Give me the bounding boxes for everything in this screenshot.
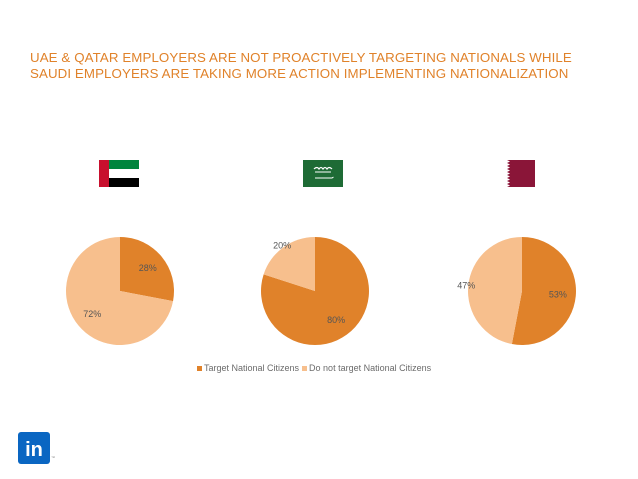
data-label: 80% [327,315,345,325]
chart-legend: Target National Citizens Do not target N… [197,361,431,375]
pie-slice-not-target [66,237,174,345]
linkedin-logo-icon: in [18,432,50,464]
data-label: 72% [83,309,101,319]
uae-flag-icon [99,160,139,187]
legend-item-not-target: Do not target National Citizens [302,363,431,373]
pie-slice-target [120,237,174,302]
pie-chart-qatar: 53% 47% [457,237,576,345]
saudi-flag-icon [303,160,343,187]
pie-chart-saudi: 80% 20% [261,237,369,345]
pie-slice-target [511,237,576,345]
pie-slice-not-target [263,237,315,291]
page-title: UAE & QATAR EMPLOYERS ARE NOT PROACTIVEL… [30,50,572,81]
pie-slice-not-target [468,237,522,345]
legend-item-target: Target National Citizens [197,363,299,373]
legend-label-not-target: Do not target National Citizens [309,363,432,373]
legend-swatch-target [197,365,202,371]
data-label: 53% [549,289,567,299]
data-label: 20% [273,241,291,251]
legend-label-target: Target National Citizens [204,363,300,373]
qatar-flag-icon [495,160,535,187]
data-label: 47% [457,281,475,291]
pie-chart-uae: 28% 72% [66,237,174,345]
legend-swatch-not-target [302,365,308,371]
data-label: 28% [139,263,157,273]
trademark-mark: ™ [51,455,55,460]
logo-text: in [25,439,43,461]
